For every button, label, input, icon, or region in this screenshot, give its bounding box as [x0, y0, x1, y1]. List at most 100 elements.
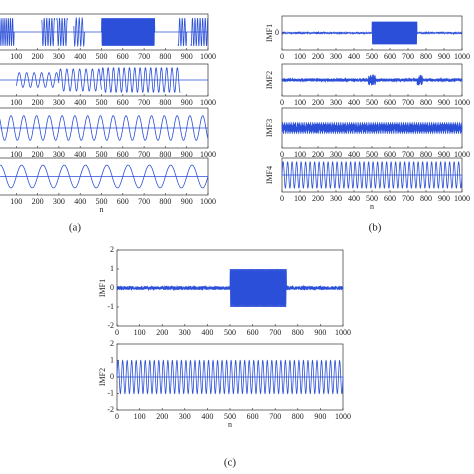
x-tick-label: 1000 — [335, 412, 351, 421]
x-tick-label: 100 — [10, 52, 22, 61]
y-axis-label: IMF3 — [265, 119, 274, 137]
x-tick-label: 1000 — [454, 98, 470, 107]
x-tick-label: 700 — [269, 328, 281, 337]
x-tick-label: 200 — [32, 150, 44, 159]
x-tick-label: 300 — [53, 150, 65, 159]
x-tick-label: 300 — [53, 52, 65, 61]
x-tick-label: 500 — [96, 150, 108, 159]
x-tick-label: 800 — [159, 197, 171, 206]
x-tick-label: 400 — [348, 194, 360, 203]
x-tick-label: 600 — [384, 52, 396, 61]
y-tick-label: 1 — [110, 264, 114, 273]
signal — [281, 121, 463, 135]
x-tick-label: 500 — [224, 412, 236, 421]
x-tick-label: 700 — [269, 412, 281, 421]
x-tick-label: 200 — [32, 197, 44, 206]
y-tick-label: 0 — [110, 283, 114, 292]
x-tick-label: 800 — [420, 52, 432, 61]
x-tick-label: 0 — [280, 150, 284, 159]
x-tick-label: 700 — [402, 150, 414, 159]
y-tick-label: 2 — [110, 245, 114, 254]
x-tick-label: 500 — [224, 328, 236, 337]
x-tick-label: 300 — [53, 98, 65, 107]
y-axis-label: IMF1 — [98, 279, 107, 297]
x-tick-label: 0 — [280, 52, 284, 61]
x-tick-label: 400 — [74, 98, 86, 107]
x-tick-label: 100 — [134, 328, 146, 337]
x-tick-label: 1000 — [454, 150, 470, 159]
x-tick-label: 600 — [117, 197, 129, 206]
x-tick-label: 100 — [10, 150, 22, 159]
x-tick-label: 100 — [294, 194, 306, 203]
x-tick-label: 900 — [181, 98, 193, 107]
x-tick-label: 400 — [74, 150, 86, 159]
x-tick-label: 700 — [402, 98, 414, 107]
x-tick-label: 200 — [32, 52, 44, 61]
x-tick-label: 300 — [330, 52, 342, 61]
x-tick-label: 300 — [179, 412, 191, 421]
signal — [416, 74, 423, 86]
y-tick-label: 2 — [110, 339, 114, 348]
signal — [101, 67, 181, 93]
caption: (c) — [224, 457, 237, 469]
x-tick-label: 600 — [384, 98, 396, 107]
x-tick-label: 200 — [156, 412, 168, 421]
x-tick-label: 700 — [138, 197, 150, 206]
signal — [0, 115, 209, 141]
x-tick-label: 800 — [292, 412, 304, 421]
x-tick-label: 0 — [115, 328, 119, 337]
x-tick-label: 0 — [280, 98, 284, 107]
x-tick-label: 600 — [117, 150, 129, 159]
x-tick-label: 100 — [10, 197, 22, 206]
y-tick-label: -1 — [107, 302, 114, 311]
x-tick-label: 200 — [312, 194, 324, 203]
signal — [0, 164, 209, 189]
signal — [56, 18, 68, 46]
x-tick-label: 800 — [159, 150, 171, 159]
x-tick-label: 300 — [330, 194, 342, 203]
x-tick-label: 1000 — [200, 197, 216, 206]
x-tick-label: 200 — [32, 98, 44, 107]
signal — [281, 161, 463, 189]
signal — [229, 268, 287, 308]
x-tick-label: 700 — [138, 98, 150, 107]
x-tick-label: 500 — [96, 98, 108, 107]
x-tick-label: 200 — [312, 98, 324, 107]
x-tick-label: 1000 — [454, 194, 470, 203]
x-tick-label: 400 — [201, 412, 213, 421]
signal — [116, 284, 344, 292]
y-tick-label: -1 — [107, 388, 114, 397]
y-tick-label: -2 — [107, 321, 114, 330]
x-tick-label: 200 — [312, 52, 324, 61]
signal — [15, 72, 60, 88]
x-tick-label: 700 — [138, 52, 150, 61]
x-tick-label: 800 — [420, 150, 432, 159]
x-tick-label: 400 — [348, 150, 360, 159]
x-tick-label: 600 — [117, 52, 129, 61]
x-tick-label: 800 — [420, 98, 432, 107]
x-tick-label: 1000 — [200, 98, 216, 107]
x-tick-label: 900 — [314, 412, 326, 421]
x-axis-label: n — [370, 202, 374, 211]
x-tick-label: 400 — [74, 197, 86, 206]
signal — [116, 359, 344, 395]
x-tick-label: 100 — [294, 150, 306, 159]
x-tick-label: 400 — [348, 52, 360, 61]
y-tick-label: 1 — [110, 355, 114, 364]
x-tick-label: 600 — [384, 194, 396, 203]
signal — [101, 18, 156, 46]
x-tick-label: 900 — [181, 197, 193, 206]
x-tick-label: 900 — [314, 328, 326, 337]
x-tick-label: 300 — [330, 98, 342, 107]
y-tick-label: 0 — [110, 372, 114, 381]
x-tick-label: 200 — [156, 328, 168, 337]
x-tick-label: 100 — [10, 98, 22, 107]
x-tick-label: 500 — [96, 197, 108, 206]
x-tick-label: 700 — [402, 52, 414, 61]
x-tick-label: 400 — [74, 52, 86, 61]
x-tick-label: 900 — [181, 150, 193, 159]
x-tick-label: 900 — [438, 150, 450, 159]
x-tick-label: 900 — [438, 52, 450, 61]
x-tick-label: 0 — [115, 412, 119, 421]
signal — [371, 21, 418, 45]
